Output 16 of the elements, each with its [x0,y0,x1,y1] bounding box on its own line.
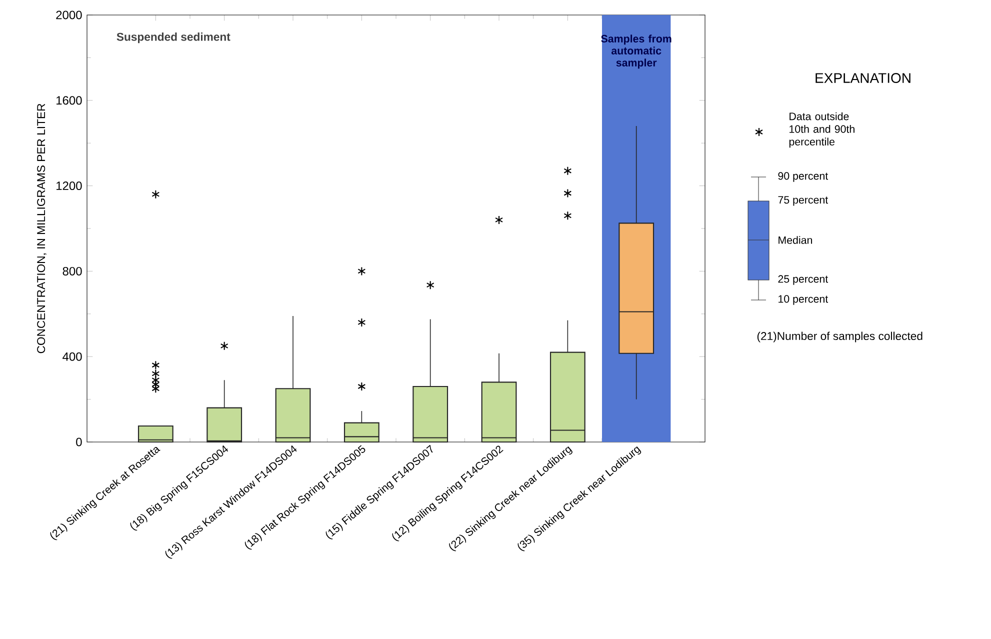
y-axis-title: CONCENTRATION, IN MILLIGRAMS PER LITER [37,104,46,354]
y-tick-label: 1600 [56,96,82,105]
text: 75 percent [778,196,828,206]
y-tick-label: 1200 [56,182,82,190]
text: Data outside 10th and 90th percentile [789,112,854,148]
text: Median [778,236,812,244]
text: 25 percent [778,275,828,285]
y-tick-label: 800 [62,266,82,276]
text: 10 percent [778,295,828,305]
y-tick-label: 400 [62,352,82,361]
annotation: Suspended sediment [116,32,230,44]
text: (21)Number of samples collected [757,332,922,342]
y-tick-label: 2000 [56,10,82,20]
text: 90 percent [778,172,828,182]
y-tick-label: 0 [76,438,82,446]
legend-title: EXPLANATION [816,73,910,83]
